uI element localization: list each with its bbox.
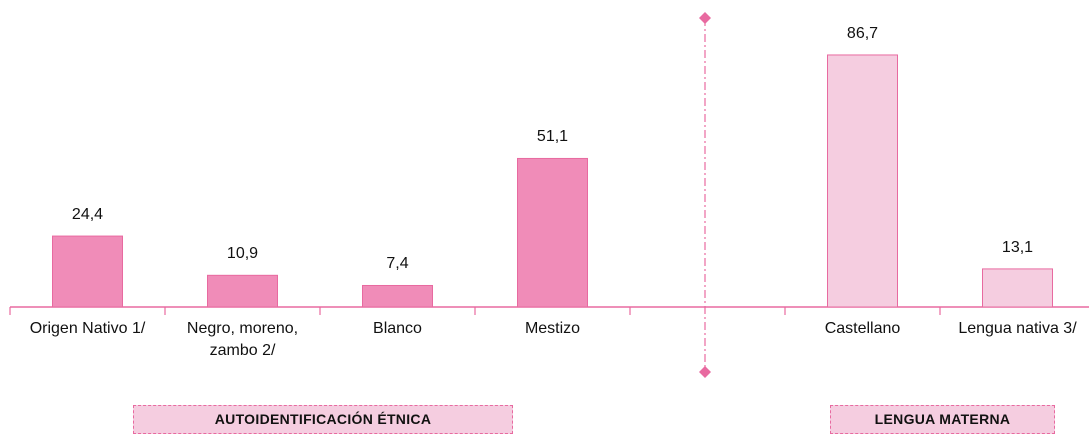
x-tick-label: Origen Nativo 1/ <box>29 320 146 337</box>
bar <box>517 157 588 308</box>
bar <box>827 54 898 308</box>
x-tick-label: Mestizo <box>524 320 581 337</box>
group-label: LENGUA MATERNA <box>830 405 1055 434</box>
bar <box>982 268 1053 308</box>
value-label: 24,4 <box>71 206 104 224</box>
x-tick-label: Lengua nativa 3/ <box>958 320 1077 337</box>
value-label: 13,1 <box>1001 238 1034 256</box>
value-label: 86,7 <box>846 24 879 42</box>
divider-marker <box>699 12 711 24</box>
bar <box>52 235 123 308</box>
x-tick-label: Negro, moreno, zambo 2/ <box>186 320 299 359</box>
bar <box>362 284 433 308</box>
bar <box>207 274 278 308</box>
value-label: 10,9 <box>226 245 259 263</box>
value-label: 7,4 <box>386 255 409 273</box>
divider-marker <box>699 366 711 378</box>
group-label: AUTOIDENTIFICACIÓN ÉTNICA <box>133 405 513 434</box>
x-tick-label: Castellano <box>824 320 901 337</box>
x-tick-label: Blanco <box>373 320 422 337</box>
value-label: 51,1 <box>536 128 569 146</box>
